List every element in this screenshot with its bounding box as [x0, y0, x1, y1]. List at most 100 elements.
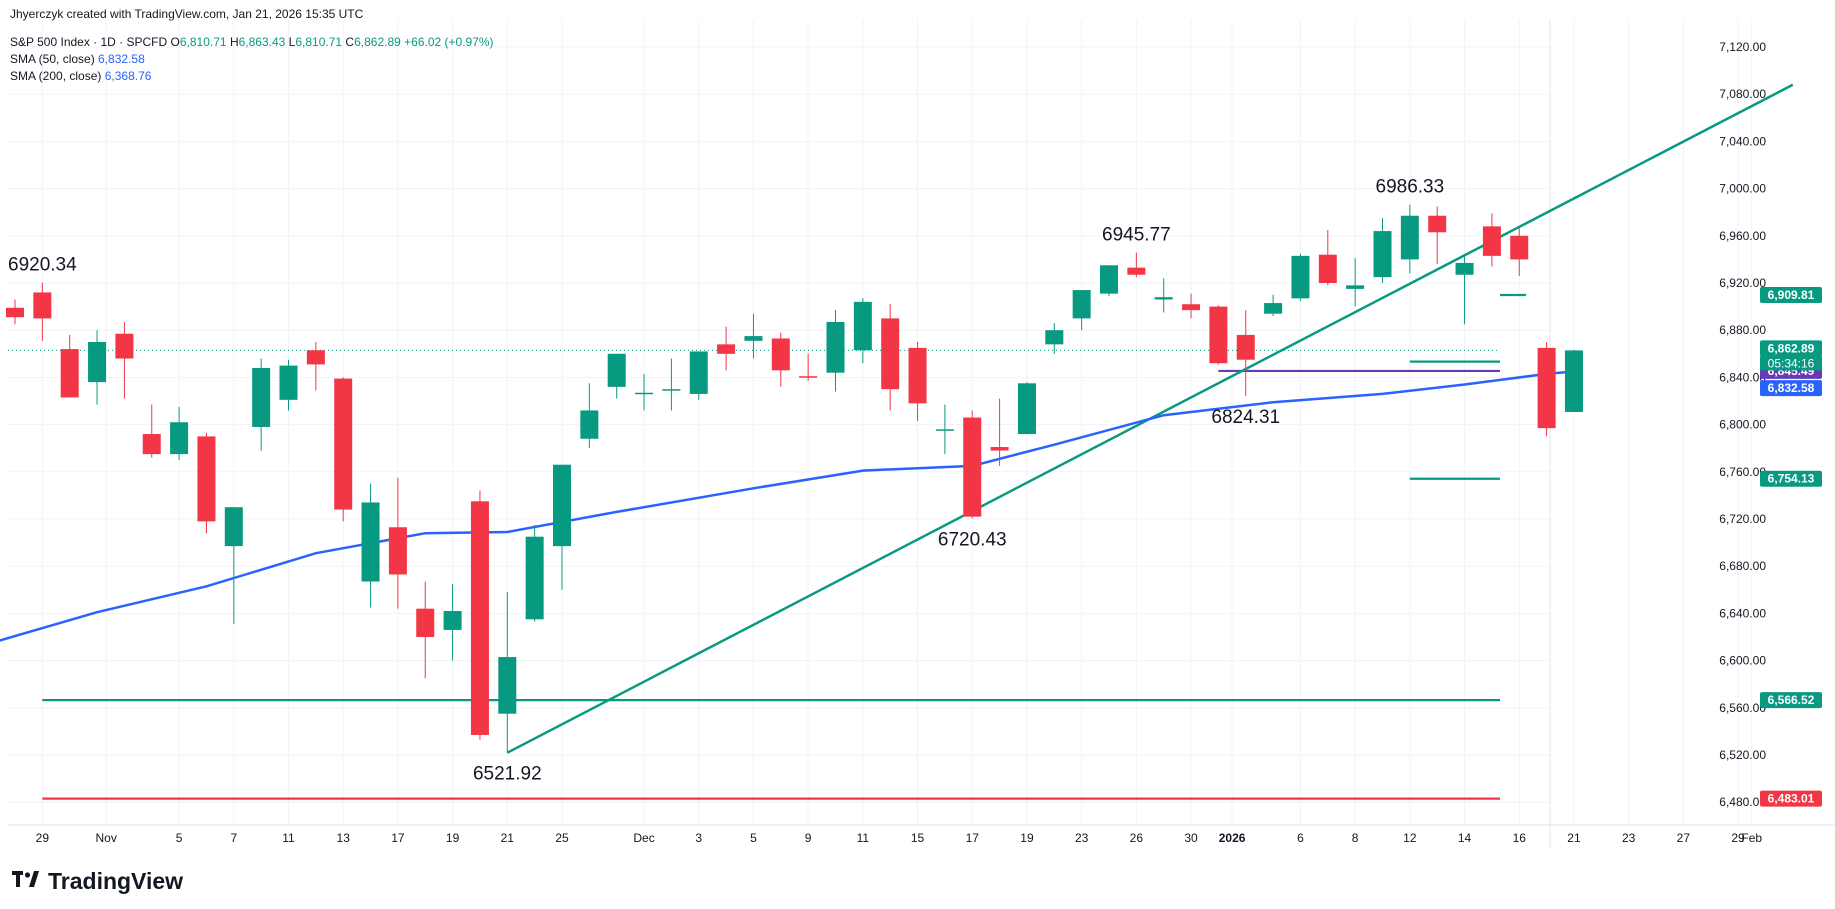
x-axis[interactable]: 29 Nov 5 7 11 13 17 19 21 25 Dec 3 5 9 11 15 17 19 23 26 30 2…: [36, 831, 1763, 845]
candle: [853, 298, 872, 364]
annotation-label: 6945.77: [1102, 225, 1171, 246]
y-tick-label: 6,760.00: [1719, 465, 1766, 479]
low-value: 6,810.71: [295, 35, 343, 49]
candle-body: [306, 350, 325, 365]
y-axis[interactable]: 7,120.00 7,080.00 7,040.00 7,000.00 6,960.00…: [1719, 40, 1766, 809]
y-tick-label: 7,120.00: [1719, 40, 1766, 54]
x-tick-label: 26: [1130, 831, 1144, 845]
annotation-label: 6720.43: [938, 529, 1007, 550]
candle: [334, 377, 353, 522]
candle-body: [1209, 306, 1228, 364]
ohlc-legend[interactable]: S&P 500 Index · 1D · SPCFD O6,810.71 H6,…: [10, 35, 494, 49]
candle-body: [388, 527, 407, 575]
x-tick-label: 11: [282, 831, 295, 845]
y-tick-label: 6,480.00: [1719, 795, 1766, 809]
y-tick-label: 7,080.00: [1719, 87, 1766, 101]
annotation-label: 6824.31: [1211, 407, 1280, 428]
candle-body: [771, 338, 790, 371]
candle-body: [580, 410, 599, 439]
candle: [224, 507, 243, 625]
candle-body: [908, 347, 927, 404]
candle: [1428, 206, 1447, 265]
x-tick-label: 19: [446, 831, 460, 845]
x-tick-label: 27: [1677, 831, 1691, 845]
last-price-countdown-box: [1760, 356, 1822, 371]
candle: [1537, 342, 1556, 437]
x-tick-label: 14: [1458, 831, 1472, 845]
x-tick-label: 17: [966, 831, 980, 845]
candle: [115, 321, 134, 399]
last-price-text: 6,862.89: [1768, 341, 1815, 355]
sma200-value: 6,368.76: [104, 69, 152, 83]
x-tick-label: 2026: [1219, 831, 1246, 845]
candle-body: [826, 321, 845, 373]
candle-body: [1017, 383, 1036, 435]
x-tick-label: 30: [1184, 831, 1198, 845]
candle-body: [799, 376, 818, 378]
candle: [908, 342, 927, 422]
sma50-value: 6,832.58: [98, 52, 145, 66]
y-tick-label: 6,800.00: [1719, 418, 1766, 432]
candle-body: [635, 392, 654, 395]
candle-body: [470, 501, 489, 735]
candle-body: [935, 429, 954, 431]
x-tick-label: Nov: [95, 831, 116, 845]
candle: [1017, 382, 1036, 435]
x-tick-label: Dec: [633, 831, 654, 845]
candle: [662, 358, 681, 411]
candle-body: [1154, 297, 1173, 300]
candle: [1154, 278, 1173, 313]
sma50-tag-text: 6,832.58: [1768, 381, 1815, 395]
tradingview-logo-icon: [12, 869, 42, 895]
sma50-label: SMA (50, close): [10, 52, 95, 66]
low-label: L: [288, 35, 296, 49]
candle: [1318, 229, 1337, 286]
resistance-6909-tag-box: [1760, 287, 1822, 304]
candle: [1455, 254, 1474, 325]
candle: [1510, 227, 1529, 276]
candle-body: [88, 342, 107, 383]
candle-body: [60, 349, 79, 398]
x-tick-label: 21: [1567, 831, 1581, 845]
candle: [799, 353, 818, 381]
close-value: 6,862.89: [354, 35, 401, 49]
tradingview-logo[interactable]: TradingView: [12, 868, 183, 895]
x-tick-label: 5: [750, 831, 757, 845]
candle-body: [963, 417, 982, 517]
sma50-legend[interactable]: SMA (50, close) 6,832.58: [10, 52, 145, 66]
horizontal-levels: [42, 293, 1527, 800]
candle: [963, 410, 982, 519]
y-tick-label: 6,680.00: [1719, 559, 1766, 573]
candle: [197, 432, 216, 534]
y-tick-label: 6,960.00: [1719, 229, 1766, 243]
annotation-label: 6920.34: [8, 255, 77, 276]
candle-body: [1072, 290, 1091, 319]
y-tick-label: 6,920.00: [1719, 276, 1766, 290]
resistance-6909-tag-text: 6,909.81: [1768, 288, 1815, 302]
close-label: C: [345, 35, 355, 49]
candle: [1482, 213, 1501, 267]
candle: [1564, 349, 1583, 412]
candle-body: [361, 502, 380, 582]
candle: [306, 342, 325, 391]
candle-body: [1455, 262, 1474, 275]
candle-body: [279, 365, 298, 400]
y-tick-label: 6,520.00: [1719, 748, 1766, 762]
y-tick-label: 6,720.00: [1719, 512, 1766, 526]
candle: [881, 304, 900, 411]
candle-body: [224, 507, 243, 547]
annotations: 6920.34 6521.92 6720.43 6945.77 6824.31 6986.…: [8, 177, 1444, 785]
sma200-legend[interactable]: SMA (200, close) 6,368.76: [10, 69, 151, 83]
x-tick-label: 29: [1731, 831, 1745, 845]
y-tick-label: 6,640.00: [1719, 606, 1766, 620]
support-6483-tag-box: [1760, 790, 1822, 807]
candles: [6, 204, 1583, 753]
candle-body: [607, 353, 626, 387]
symbol-label: S&P 500 Index · 1D · SPCFD: [10, 35, 168, 49]
candle: [470, 490, 489, 740]
candle-body: [197, 436, 216, 522]
x-tick-label: 25: [555, 831, 569, 845]
candle: [635, 373, 654, 411]
candle: [1346, 258, 1365, 307]
